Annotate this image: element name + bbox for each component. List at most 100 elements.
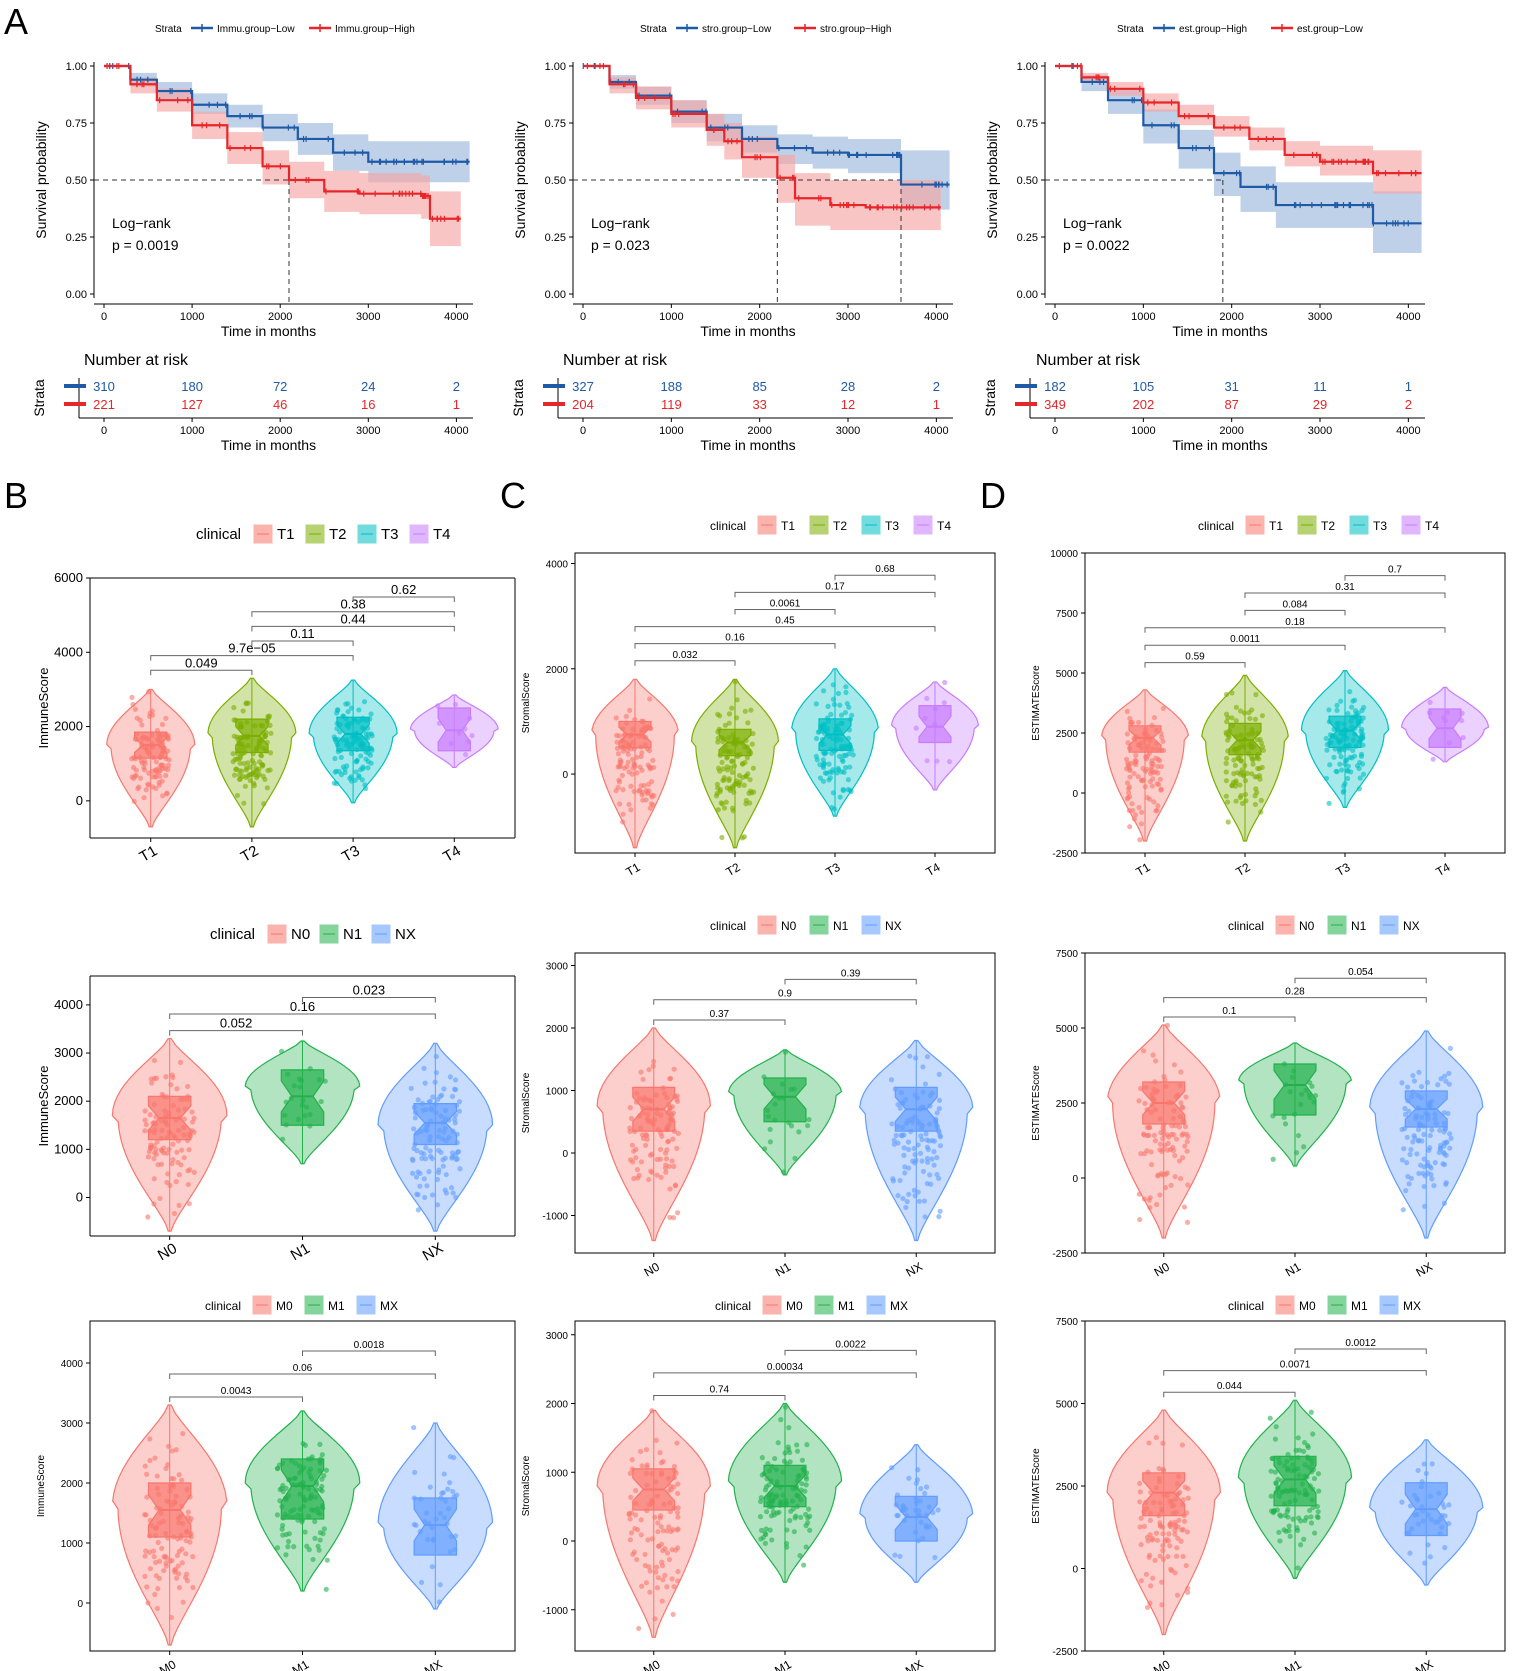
data-point xyxy=(674,1098,681,1105)
p-value: p = 0.0022 xyxy=(1063,237,1130,253)
y-tick-label: 2000 xyxy=(61,1479,84,1490)
data-point xyxy=(300,1503,307,1509)
data-point xyxy=(1127,715,1133,722)
data-point xyxy=(245,742,251,749)
data-point xyxy=(655,1529,661,1535)
data-point xyxy=(1137,1216,1143,1223)
data-point xyxy=(1160,1548,1166,1554)
data-point xyxy=(449,1155,455,1161)
data-point xyxy=(1159,1579,1165,1585)
risk-x-tick-label: 0 xyxy=(1052,425,1058,437)
sig-label: 0.17 xyxy=(825,581,845,592)
risk-count: 310 xyxy=(93,379,115,394)
sig-label: 0.1 xyxy=(1222,1006,1236,1017)
sig-label: 0.44 xyxy=(340,611,365,626)
data-point xyxy=(442,1125,448,1132)
data-point xyxy=(927,1172,933,1178)
sig-label: 0.0011 xyxy=(1230,634,1260,645)
data-point xyxy=(1147,1204,1153,1211)
data-point xyxy=(1138,745,1145,751)
data-point xyxy=(1334,707,1340,713)
data-point xyxy=(288,1508,294,1514)
data-point xyxy=(1338,746,1345,752)
data-point xyxy=(154,1605,160,1612)
data-point xyxy=(1446,1081,1452,1087)
risk-count: 327 xyxy=(572,379,594,394)
data-point xyxy=(1184,1529,1190,1535)
data-point xyxy=(356,774,362,780)
risk-x-tick-label: 2000 xyxy=(747,425,771,437)
data-point xyxy=(649,1470,655,1477)
data-point xyxy=(638,753,644,760)
data-point xyxy=(1427,1145,1433,1151)
data-point xyxy=(189,1109,195,1115)
data-point xyxy=(175,1127,182,1134)
data-point xyxy=(1174,1481,1180,1487)
data-point xyxy=(317,1486,323,1493)
data-point xyxy=(241,760,247,767)
data-point xyxy=(131,798,137,805)
y-tick-label: 3000 xyxy=(546,962,569,973)
data-point xyxy=(644,1464,650,1470)
data-point xyxy=(899,1100,906,1107)
data-point xyxy=(1399,1080,1405,1086)
data-point xyxy=(1237,794,1243,801)
data-point xyxy=(1344,757,1350,763)
data-point xyxy=(424,1183,430,1189)
data-point xyxy=(662,1572,668,1578)
data-point xyxy=(633,1488,639,1494)
data-point xyxy=(1415,1127,1422,1133)
risk-count: 28 xyxy=(841,379,855,394)
risk-count: 105 xyxy=(1132,379,1154,394)
data-point xyxy=(666,1122,672,1128)
data-point xyxy=(1270,1455,1276,1461)
data-point xyxy=(1138,1515,1144,1521)
sig-label: 0.18 xyxy=(1285,617,1305,628)
data-point xyxy=(1425,1116,1431,1122)
y-tick-label: 2500 xyxy=(1056,1482,1079,1493)
data-point xyxy=(932,706,939,712)
data-point xyxy=(1155,1173,1161,1179)
data-point xyxy=(1225,819,1231,825)
data-point xyxy=(897,1177,903,1184)
risk-count: 188 xyxy=(660,379,682,394)
risk-x-tick-label: 3000 xyxy=(836,425,860,437)
data-point xyxy=(188,1531,194,1537)
data-point xyxy=(764,1509,770,1515)
data-point xyxy=(1259,713,1265,719)
data-point xyxy=(921,1198,928,1204)
data-point xyxy=(1183,1562,1189,1569)
data-point xyxy=(848,788,854,795)
data-point xyxy=(1160,1468,1167,1474)
data-point xyxy=(1407,1503,1414,1509)
data-point xyxy=(258,722,264,728)
data-point xyxy=(1355,710,1361,716)
data-point xyxy=(733,715,740,721)
data-point xyxy=(145,1600,151,1606)
data-point xyxy=(1164,1022,1171,1028)
data-point xyxy=(839,720,845,726)
data-point xyxy=(1302,1491,1308,1498)
data-point xyxy=(1427,699,1433,705)
data-point xyxy=(155,1586,161,1592)
y-tick-label: 7500 xyxy=(1056,1317,1079,1328)
data-point xyxy=(185,1083,191,1090)
data-point xyxy=(839,757,845,763)
sig-bracket xyxy=(150,669,253,676)
x-tick-label-mx: MX xyxy=(903,1657,926,1671)
data-point xyxy=(902,1097,909,1103)
data-point xyxy=(435,703,441,709)
y-axis-label: StromalScore xyxy=(521,1072,532,1133)
sig-label: 0.0012 xyxy=(1345,1338,1376,1349)
data-point xyxy=(290,1514,296,1520)
data-point xyxy=(453,1194,459,1200)
data-point xyxy=(1282,1512,1288,1519)
data-point xyxy=(144,1494,150,1500)
legend-title: clinical xyxy=(210,926,255,943)
data-point xyxy=(1258,740,1264,746)
data-point xyxy=(667,1116,673,1122)
data-point xyxy=(1158,1523,1164,1529)
data-point xyxy=(640,1105,646,1111)
data-point xyxy=(1156,1476,1162,1482)
data-point xyxy=(279,1504,285,1510)
